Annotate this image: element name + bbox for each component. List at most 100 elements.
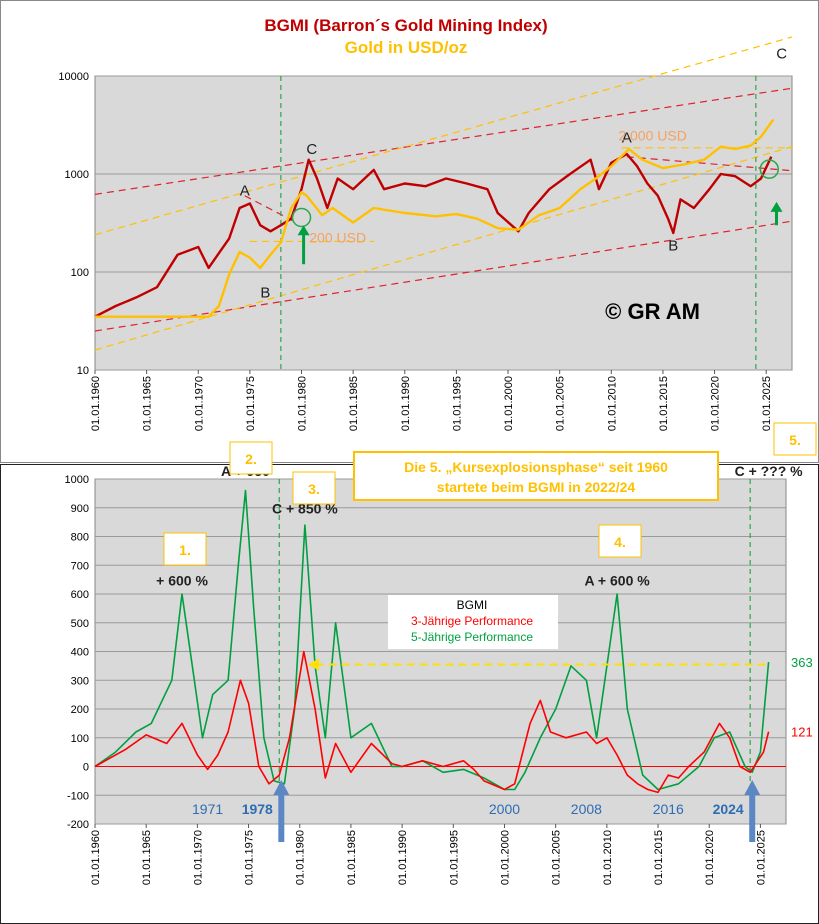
peak-annotation: + 600 % xyxy=(156,572,208,588)
bottom-series-group xyxy=(94,489,770,794)
top-gridlines xyxy=(95,75,792,371)
bgmi-channel-lower xyxy=(94,220,793,332)
top-x-tick-label: 01.01.1995 xyxy=(451,376,463,431)
copyright-label: © GR AM xyxy=(605,299,700,324)
top-y-tick-label: 10 xyxy=(77,365,89,377)
phase-number-1: 1. xyxy=(179,542,191,558)
series-3y-line xyxy=(94,650,770,794)
comparison-arrow-head xyxy=(307,658,319,671)
breakout-circle-2025 xyxy=(759,159,780,179)
year-label: 1978 xyxy=(242,801,273,817)
top-annotation-letter: C xyxy=(776,46,787,63)
bottom-x-axis: 01.01.1960 01.01.1965 01.01.1970 01.01.1975… xyxy=(90,824,767,885)
blue-arrow-2024-head xyxy=(744,780,761,795)
top-x-tick-label: 01.01.1965 xyxy=(142,376,154,431)
bottom-x-tick-label: 01.01.1960 xyxy=(90,830,102,885)
top-x-tick-label: 01.01.1975 xyxy=(245,376,257,431)
top-annotation-letter: B xyxy=(260,284,270,301)
bottom-y-tick-label: 100 xyxy=(71,733,89,745)
bgmi-series-line xyxy=(94,152,773,318)
bottom-y-tick-label: 200 xyxy=(71,704,89,716)
top-chart-subtitle: Gold in USD/oz xyxy=(345,38,468,57)
bottom-x-tick-label: 01.01.2000 xyxy=(499,830,511,885)
bgmi-channel-upper xyxy=(94,87,793,195)
top-y-tick-label: 10000 xyxy=(58,71,89,83)
bottom-y-tick-label: 700 xyxy=(71,560,89,572)
bottom-y-tick-label: 600 xyxy=(71,589,89,601)
year-label: 2024 xyxy=(713,801,744,817)
bottom-y-tick-label: 1000 xyxy=(65,474,89,486)
end-label-5y: 363 xyxy=(791,655,813,670)
phase-box-2: 2. xyxy=(229,441,273,475)
top-x-tick-label: 01.01.1970 xyxy=(193,376,205,431)
bottom-x-tick-label: 01.01.2015 xyxy=(653,830,665,885)
year-label: 2008 xyxy=(571,801,602,817)
legend-3y: 3-Jährige Performance xyxy=(411,614,533,628)
bottom-y-tick-label: 800 xyxy=(71,532,89,544)
bottom-y-tick-label: -100 xyxy=(67,790,89,802)
top-x-tick-label: 01.01.2005 xyxy=(555,376,567,431)
bottom-y-axis: -200 -100 0 100 200 300 400 500 600 700 800 900 1000 xyxy=(65,474,89,831)
end-label-3y: 121 xyxy=(791,725,813,740)
year-label: 2000 xyxy=(489,801,520,817)
peak-annotation: C + ??? % xyxy=(735,463,804,479)
legend-box xyxy=(388,595,558,649)
gold-channel-upper xyxy=(94,36,793,236)
top-vertical-markers xyxy=(280,76,757,370)
callout-line-2: startete beim BGMI in 2022/24 xyxy=(437,479,636,495)
phase-box-5: 5. xyxy=(773,422,817,456)
phase-number-4: 4. xyxy=(614,534,626,550)
bottom-y-tick-label: 500 xyxy=(71,618,89,630)
bottom-x-tick-label: 01.01.2020 xyxy=(704,830,716,885)
phase-number-5: 5. xyxy=(789,432,801,448)
callout-box xyxy=(353,451,719,501)
bottom-y-tick-label: -200 xyxy=(67,819,89,831)
bottom-x-tick-label: 01.01.1990 xyxy=(397,830,409,885)
top-chart-title: BGMI (Barron´s Gold Mining Index) xyxy=(264,16,547,35)
bottom-x-tick-label: 01.01.2005 xyxy=(551,830,563,885)
top-annotation-letter: C xyxy=(306,141,317,158)
top-annotation-letter: A xyxy=(240,183,250,200)
top-annotation-price-level: 200 USD xyxy=(309,229,366,245)
top-annotation-letter: A xyxy=(622,129,632,146)
top-y-tick-label: 1000 xyxy=(65,169,89,181)
phase-box-4: 4. xyxy=(598,524,642,558)
phase-number-2: 2. xyxy=(245,451,257,467)
top-x-tick-label: 01.01.2000 xyxy=(503,376,515,431)
blue-arrow-1978-head xyxy=(273,780,290,795)
gold-series-line xyxy=(95,118,775,318)
bottom-x-tick-label: 01.01.1965 xyxy=(141,830,153,885)
top-annotations: A B C A B C 2.000 USD 200 USD © GR AM xyxy=(240,46,788,324)
year-label: 2016 xyxy=(653,801,684,817)
phase-box-1: 1. xyxy=(163,532,207,566)
top-x-axis: 01.01.1960 01.01.1965 01.01.1970 01.01.1975… xyxy=(90,370,773,431)
green-arrow-2025-head xyxy=(770,201,783,212)
bottom-x-tick-label: 01.01.2010 xyxy=(602,830,614,885)
bottom-y-tick-label: 0 xyxy=(83,762,89,774)
top-annotation-price-level: 2.000 USD xyxy=(618,127,686,143)
green-arrow-1980-head xyxy=(297,225,310,236)
bottom-x-tick-label: 01.01.1995 xyxy=(448,830,460,885)
callout-line-1: Die 5. „Kursexplosionsphase“ seit 1960 xyxy=(404,459,668,475)
bottom-y-tick-label: 300 xyxy=(71,675,89,687)
top-x-tick-label: 01.01.1980 xyxy=(297,376,309,431)
top-y-tick-label: 100 xyxy=(71,267,89,279)
bottom-x-tick-label: 01.01.1975 xyxy=(244,830,256,885)
bottom-vertical-markers xyxy=(278,479,751,824)
year-label: 1971 xyxy=(192,801,223,817)
legend-5y: 5-Jährige Performance xyxy=(411,630,533,644)
top-x-tick-label: 01.01.1990 xyxy=(400,376,412,431)
peak-annotation: A + 600 % xyxy=(584,572,650,588)
bottom-x-tick-label: 01.01.1985 xyxy=(346,830,358,885)
top-x-tick-label: 01.01.2015 xyxy=(658,376,670,431)
top-x-tick-label: 01.01.2010 xyxy=(606,376,618,431)
bottom-x-tick-label: 01.01.1980 xyxy=(295,830,307,885)
bottom-y-tick-label: 900 xyxy=(71,503,89,515)
top-annotation-letter: B xyxy=(668,238,678,255)
phase-number-3: 3. xyxy=(308,481,320,497)
gold-channel-lower xyxy=(94,146,793,351)
top-x-tick-label: 01.01.1985 xyxy=(348,376,360,431)
breakout-circle-1980 xyxy=(291,207,312,228)
